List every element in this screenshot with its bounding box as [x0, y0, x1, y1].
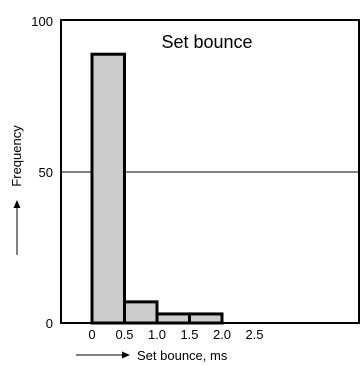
x-axis-label: Set bounce, ms — [137, 348, 228, 363]
x-tick-label-1: 0.5 — [115, 327, 133, 342]
y-axis-label: Frequency — [9, 125, 24, 187]
y-axis-title: Frequency — [9, 125, 24, 255]
x-axis-title: Set bounce, ms — [76, 348, 228, 363]
x-tick-labels: 0 0.5 1.0 1.5 2.0 2.5 — [88, 327, 263, 342]
x-tick-label-2: 1.0 — [148, 327, 166, 342]
bars-group — [90, 52, 224, 325]
chart-title: Set bounce — [161, 32, 252, 52]
y-tick-labels: 0 50 100 — [31, 14, 53, 331]
bar-1 — [123, 300, 159, 325]
x-axis-arrow-head — [122, 351, 130, 359]
x-tick-label-0: 0 — [88, 327, 95, 342]
bar-0 — [90, 52, 126, 325]
y-tick-label-0: 0 — [46, 316, 53, 331]
bar-3 — [188, 312, 224, 325]
x-tick-label-5: 2.5 — [245, 327, 263, 342]
x-tick-label-4: 2.0 — [213, 327, 231, 342]
y-tick-label-1: 50 — [39, 165, 53, 180]
x-tick-label-3: 1.5 — [180, 327, 198, 342]
y-tick-label-2: 100 — [31, 14, 53, 29]
bar-2 — [155, 312, 191, 325]
y-axis-arrow-head — [13, 200, 21, 208]
